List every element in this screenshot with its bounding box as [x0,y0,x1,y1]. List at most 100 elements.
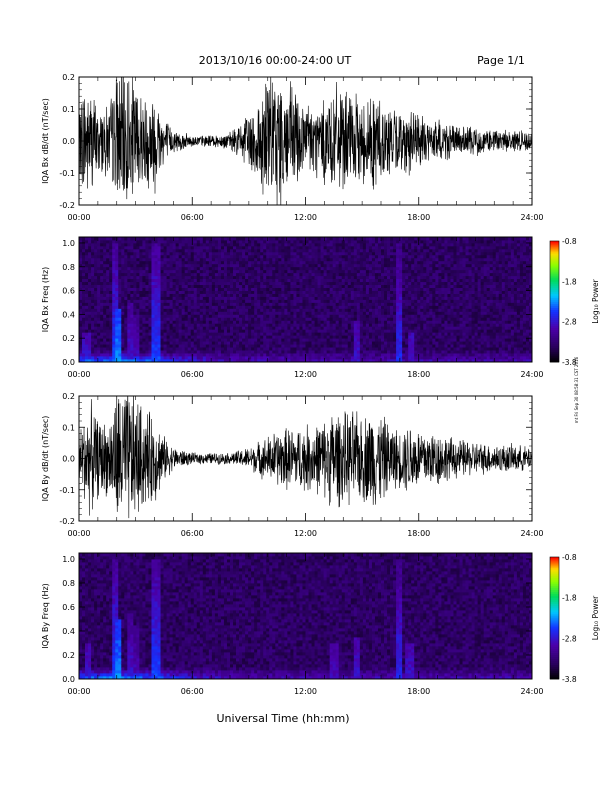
spectrogram-cell [281,356,285,360]
spectrogram-cell [402,275,406,280]
spectrogram-cell [79,299,83,303]
spectrogram-cell [242,353,246,357]
spectrogram-cell [402,308,406,312]
spectrogram-cell [353,356,358,360]
spectrogram-cell [254,332,258,336]
spectrogram-cell [356,344,361,348]
spectrogram-cell [408,237,412,241]
spectrogram-cell [284,248,288,253]
spectrogram-cell [362,332,367,336]
spectrogram-cell [341,272,346,277]
spectrogram-cell [88,245,92,250]
spectrogram-cell [299,326,303,330]
spectrogram-cell [305,314,309,318]
spectrogram-cell [184,323,189,327]
spectrogram-cell [393,305,397,309]
spectrogram-cell [290,347,294,351]
spectrogram-cell [384,269,388,274]
spectrogram-cell [103,314,107,318]
spectrogram-cell [205,311,210,315]
spectrogram-cell [263,344,267,348]
spectrogram-cell [202,263,207,268]
spectrogram-cell [142,272,146,277]
spectrogram-cell [214,239,219,244]
spectrogram-cell [154,284,158,288]
spectrogram-cell [396,332,400,336]
spectrogram-cell [314,356,318,360]
spectrogram-cell [251,281,255,286]
spectrogram-cell [175,242,180,247]
spectrogram-cell [112,251,116,256]
spectrogram-cell [269,311,273,315]
spectrogram-cell [230,272,234,277]
spectrogram-cell [202,293,207,297]
spectrogram-cell [230,248,234,253]
spectrogram-cell [208,290,213,294]
spectrogram-cell [320,326,325,330]
spectrogram-cell [124,290,128,294]
spectrogram-cell [148,347,152,351]
spectrogram-cell [106,296,110,300]
spectrogram-cell [94,269,98,274]
spectrogram-cell [353,257,358,262]
spectrogram-cell [115,332,119,336]
spectrogram-cell [94,237,98,241]
spectrogram-cell [208,263,213,268]
spectrogram-cell [371,356,376,360]
spectrogram-cell [142,275,146,280]
spectrogram-cell [417,248,421,253]
spectrogram-cell [175,359,180,363]
spectrogram-cell [311,266,315,271]
spectrogram-cell [121,332,125,336]
spectrogram-cell [284,237,288,241]
spectrogram-cell [341,320,346,324]
spectrogram-cell [254,308,258,312]
spectrogram-cell [423,248,427,253]
spectrogram-cell [338,353,343,357]
spectrogram-cell [365,299,370,303]
spectrogram-cell [130,338,134,342]
spectrogram-cell [384,311,388,315]
spectrogram-cell [202,257,207,262]
spectrogram-cell [350,251,355,256]
spectrogram-cell [239,299,243,303]
spectrogram-cell [254,311,258,315]
spectrogram-cell [166,266,170,271]
spectrogram-cell [121,356,125,360]
spectrogram-cell [269,350,273,354]
spectrogram-cell [211,359,216,363]
spectrogram-cell [136,335,140,339]
spectrogram-cell [257,305,261,309]
spectrogram-cell [332,296,337,300]
spectrogram-cell [296,311,300,315]
spectrogram-cell [384,287,388,291]
spectrogram-cell [290,296,294,300]
spectrogram-cell [100,287,104,291]
spectrogram-cell [175,320,180,324]
spectrogram-cell [245,299,249,303]
spectrogram-cell [405,311,409,315]
spectrogram-cell [100,251,104,256]
spectrogram-cell [139,326,143,330]
spectrogram-cell [326,284,331,288]
spectrogram-cell [359,293,364,297]
spectrogram-cell [133,299,137,303]
spectrogram-cell [145,338,149,342]
spectrogram-cell [402,326,406,330]
spectrogram-cell [390,314,394,318]
spectrogram-cell [166,260,170,265]
spectrogram-cell [302,308,306,312]
spectrogram-cell [184,353,189,357]
spectrogram-cell [142,335,146,339]
spectrogram-cell [160,335,164,339]
spectrogram-cell [130,237,134,241]
spectrogram-cell [396,269,400,274]
spectrogram-cell [178,335,183,339]
spectrogram-cell [362,299,367,303]
spectrogram-cell [299,311,303,315]
spectrogram-cell [296,323,300,327]
spectrogram-cell [269,293,273,297]
spectrogram-cell [145,314,149,318]
spectrogram-cell [338,356,343,360]
spectrogram-cell [266,317,270,321]
